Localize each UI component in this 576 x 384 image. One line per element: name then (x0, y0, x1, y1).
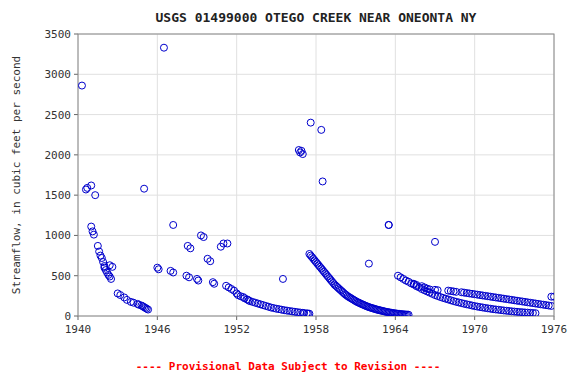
tick-label: 1952 (223, 323, 250, 336)
point (145, 306, 152, 313)
point (160, 44, 167, 51)
grid (78, 34, 554, 316)
grid-line (78, 275, 554, 276)
tick-label: 1976 (541, 323, 568, 336)
points (78, 44, 554, 316)
tick (78, 316, 79, 320)
grid-line (316, 34, 317, 316)
point (307, 119, 314, 126)
title: USGS 01499000 OTEGO CREEK NEAR ONEONTA N… (156, 10, 477, 25)
tick (74, 316, 78, 317)
annotation: ---- Provisional Data Subject to Revisio… (136, 360, 441, 373)
tick (554, 316, 555, 320)
point (207, 258, 214, 265)
tick-label: 1500 (45, 189, 72, 202)
point (186, 274, 193, 281)
chart: 1940 1946 1952 1958 1964 1970 1976 0 500 1000 1500… (0, 0, 576, 384)
point (141, 185, 148, 192)
point (155, 266, 162, 273)
point (385, 221, 392, 228)
grid-line (78, 154, 554, 155)
point (319, 178, 326, 185)
point (88, 182, 95, 189)
tick-label: 1958 (303, 323, 330, 336)
tick (74, 195, 78, 196)
point (92, 192, 99, 199)
tick (474, 316, 475, 320)
point (170, 269, 177, 276)
grid-line (474, 34, 475, 316)
tick (74, 34, 78, 35)
point (365, 260, 372, 267)
grid-line (78, 235, 554, 236)
point (108, 275, 115, 282)
tick-label: 0 (64, 310, 71, 323)
tick-label: 1000 (45, 229, 72, 242)
point (405, 311, 412, 316)
point (532, 310, 539, 316)
tick (316, 316, 317, 320)
point (211, 280, 218, 287)
grid-line (78, 195, 554, 196)
point (187, 245, 194, 252)
tick-label: 2000 (45, 149, 72, 162)
point (96, 248, 103, 255)
tick-label: 1940 (65, 323, 92, 336)
axes: 1940 1946 1952 1958 1964 1970 1976 0 500 1000 1500… (45, 28, 568, 336)
tick (74, 235, 78, 236)
point (432, 238, 439, 245)
point (200, 234, 207, 241)
tick-label: 2500 (45, 109, 72, 122)
tick-label: 1970 (461, 323, 488, 336)
point (434, 287, 441, 294)
point (195, 277, 202, 284)
tick (74, 74, 78, 75)
grid-line (78, 114, 554, 115)
point (170, 221, 177, 228)
point (88, 223, 95, 230)
tick-label: 1964 (382, 323, 409, 336)
tick (74, 114, 78, 115)
y-axis-label: Streamflow, in cubic feet per second (10, 56, 23, 294)
tick (395, 316, 396, 320)
tick (236, 316, 237, 320)
point (109, 263, 116, 270)
point (279, 275, 286, 282)
grid-line (157, 34, 158, 316)
point (306, 310, 313, 316)
tick (74, 275, 78, 276)
grid-line (236, 34, 237, 316)
tick-label: 3000 (45, 68, 72, 81)
tick-label: 1946 (144, 323, 171, 336)
point (299, 151, 306, 158)
plot-frame (78, 34, 554, 316)
plot-area (78, 34, 554, 316)
point (551, 293, 555, 300)
tick-label: 500 (51, 270, 71, 283)
point (385, 221, 392, 228)
point (78, 82, 85, 89)
tick (74, 154, 78, 155)
point (548, 302, 554, 309)
tick (157, 316, 158, 320)
point (318, 126, 325, 133)
point (90, 231, 97, 238)
tick-label: 3500 (45, 28, 72, 41)
point (224, 240, 231, 247)
grid-line (78, 74, 554, 75)
point (98, 254, 105, 261)
